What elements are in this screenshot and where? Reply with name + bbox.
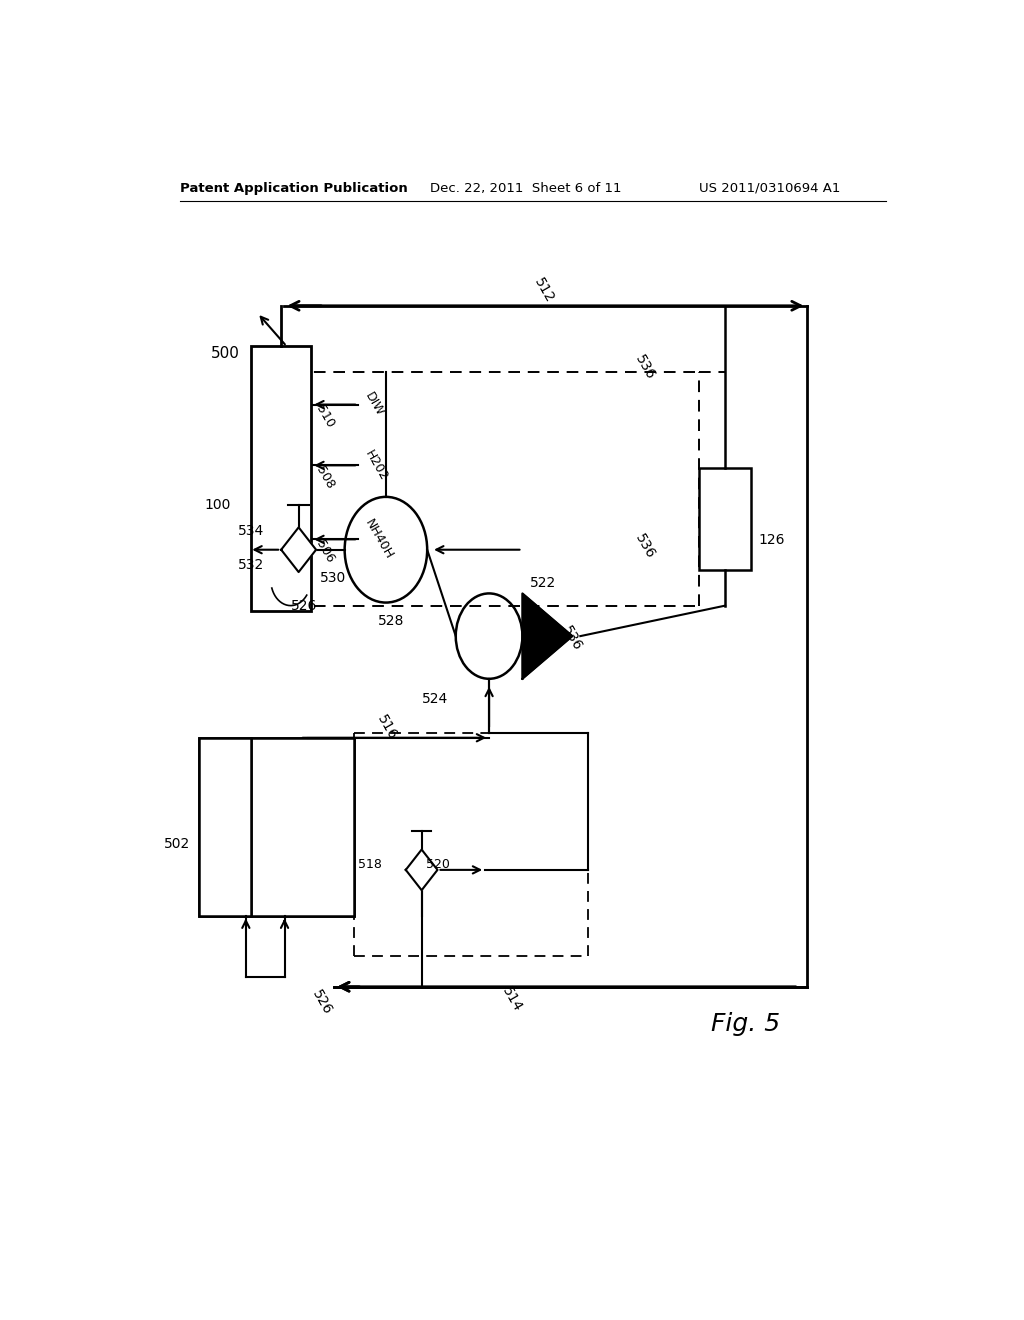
Bar	[200, 738, 251, 916]
Bar	[251, 738, 354, 916]
Text: 512: 512	[531, 276, 556, 305]
Text: 518: 518	[358, 858, 382, 871]
Text: 532: 532	[238, 558, 264, 572]
Text: NH40H: NH40H	[362, 517, 395, 561]
Polygon shape	[522, 594, 572, 678]
Bar	[200, 738, 354, 916]
Text: 536: 536	[559, 623, 585, 653]
Text: 516: 516	[374, 713, 399, 743]
Text: 536: 536	[632, 532, 657, 561]
Bar	[699, 469, 751, 570]
Text: 510: 510	[313, 403, 336, 430]
Text: 508: 508	[313, 463, 336, 491]
Text: Dec. 22, 2011  Sheet 6 of 11: Dec. 22, 2011 Sheet 6 of 11	[430, 182, 622, 195]
Text: US 2011/0310694 A1: US 2011/0310694 A1	[699, 182, 841, 195]
Text: 100: 100	[205, 498, 231, 512]
Bar	[251, 346, 310, 611]
Text: 526: 526	[309, 987, 334, 1016]
Text: 506: 506	[313, 539, 336, 565]
Text: 524: 524	[422, 692, 447, 706]
Text: 520: 520	[426, 858, 450, 871]
Text: Patent Application Publication: Patent Application Publication	[179, 182, 408, 195]
Text: 522: 522	[530, 577, 557, 590]
Text: DIW: DIW	[362, 391, 386, 418]
Text: 514: 514	[500, 983, 524, 1014]
Polygon shape	[282, 528, 316, 572]
Text: 502: 502	[164, 837, 189, 851]
Text: 530: 530	[321, 572, 346, 585]
Polygon shape	[406, 850, 437, 890]
Text: 500: 500	[211, 346, 241, 362]
Text: 528: 528	[378, 614, 404, 628]
Text: 536: 536	[632, 352, 657, 383]
Text: 526: 526	[291, 598, 317, 612]
Text: Fig. 5: Fig. 5	[712, 1012, 780, 1036]
Text: 534: 534	[238, 524, 264, 539]
Text: H202: H202	[362, 447, 390, 483]
Text: 126: 126	[759, 532, 785, 546]
